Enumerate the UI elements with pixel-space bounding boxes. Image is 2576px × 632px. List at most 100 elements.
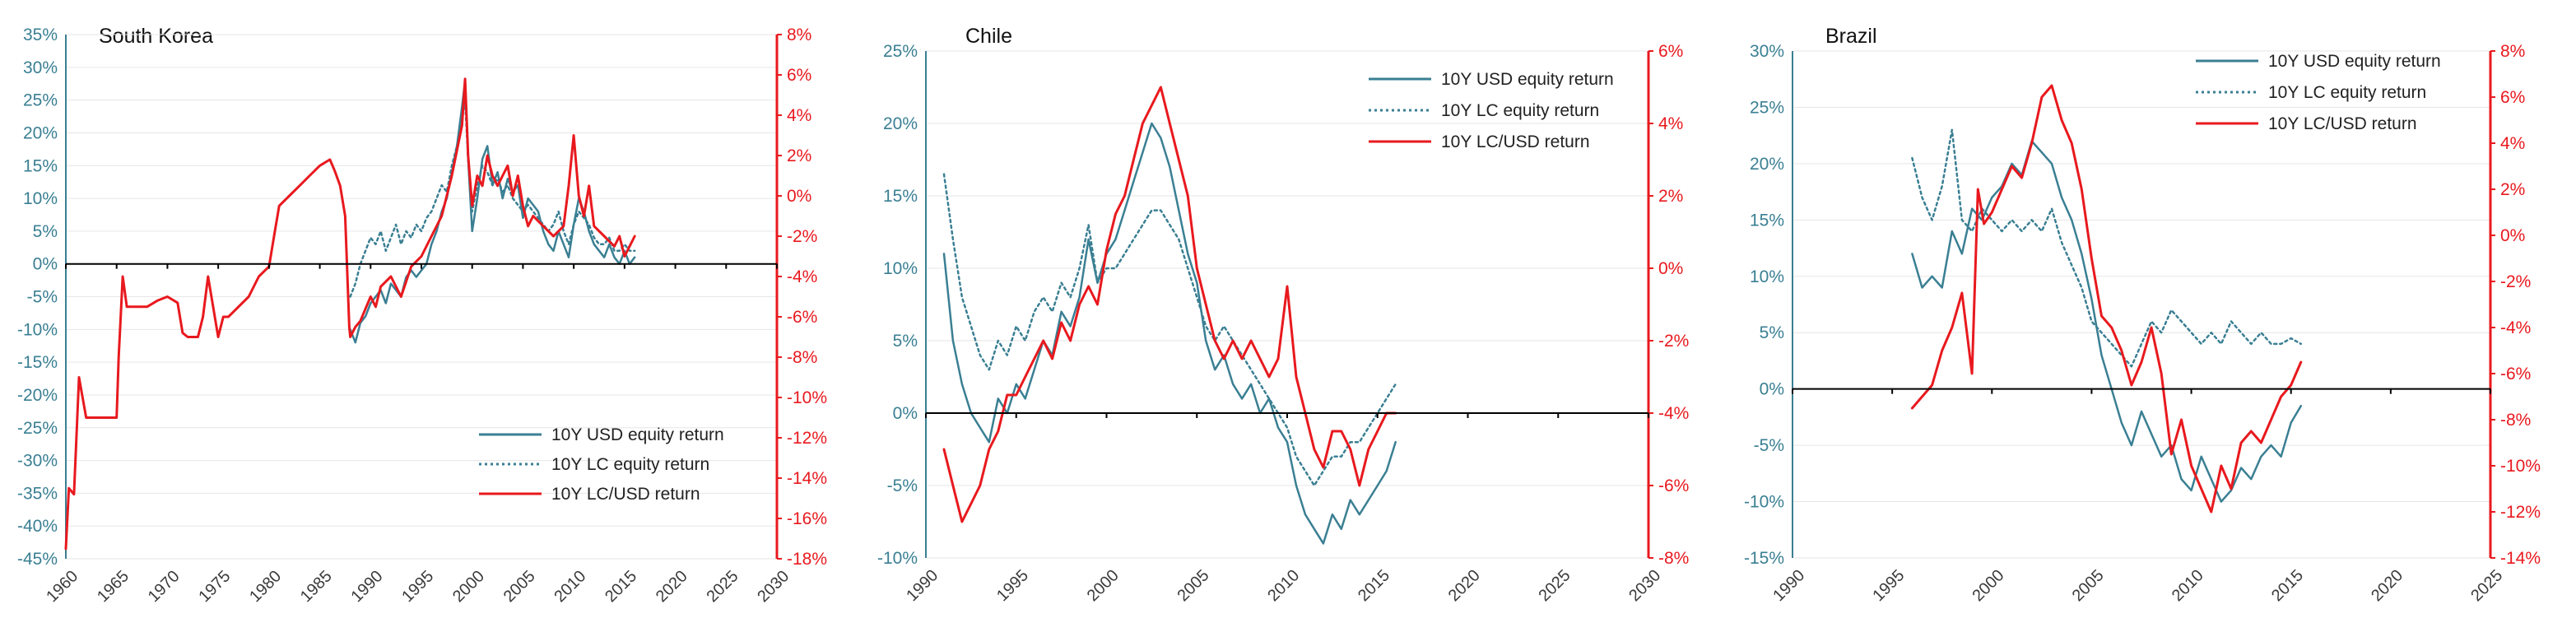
x-axis-tick-label: 2015: [602, 567, 640, 606]
legend-label-lc-usd: 10Y LC/USD return: [551, 485, 700, 504]
x-axis-tick-label: 1965: [94, 567, 133, 606]
right-axis-tick-label: -14%: [2500, 549, 2541, 568]
x-axis-tick-label: 2020: [1445, 566, 1484, 605]
legend: 10Y USD equity return 10Y LC equity retu…: [2196, 52, 2441, 133]
left-axis-tick-label: -40%: [17, 517, 58, 536]
axes: 35% 30% 25% 20% 15% 10% 5% 0% -5% -10% -15% -20% -25…: [17, 26, 827, 606]
x-axis-tick-label: 2010: [1264, 566, 1303, 605]
series-lc-usd-return: [64, 77, 636, 551]
left-axis-tick-label: -25%: [17, 419, 58, 438]
gridlines: [1793, 50, 2490, 559]
right-axis-tick-label: -12%: [787, 429, 827, 448]
gridlines: [926, 50, 1648, 559]
right-axis-tick-label: -4%: [2500, 318, 2531, 337]
x-axis-tick-label: 1995: [1869, 566, 1908, 605]
right-axis-tick-label: 2%: [787, 146, 811, 165]
x-axis-tick-label: 2005: [1174, 566, 1212, 605]
x-axis-tick-label: 1980: [246, 567, 285, 606]
left-axis-tick-label: 5%: [1760, 323, 1784, 342]
series-group: [942, 86, 1397, 545]
right-axis-tick-label: -2%: [787, 227, 817, 246]
x-axis-tick-label: 1990: [1769, 566, 1808, 605]
x-axis-tick-label: 1975: [195, 567, 234, 606]
series-usd-equity-return: [942, 122, 1397, 545]
right-axis-tick-label: -6%: [1658, 476, 1689, 495]
left-axis-tick-label: -10%: [17, 320, 58, 339]
legend: 10Y USD equity return 10Y LC equity retu…: [479, 425, 724, 504]
right-axis-tick-label: 6%: [1658, 42, 1683, 61]
chart-title: Chile: [965, 25, 1012, 48]
left-axis-tick-label: 15%: [883, 187, 918, 206]
legend-label-usd-equity: 10Y USD equity return: [1441, 70, 1614, 89]
left-axis-tick-label: -5%: [1754, 436, 1784, 455]
x-axis-tick-label: 1990: [348, 567, 387, 606]
right-axis-tick-label: -2%: [1658, 332, 1689, 351]
series-lc-usd-return: [942, 86, 1397, 523]
legend-label-usd-equity: 10Y USD equity return: [551, 425, 724, 444]
left-axis-tick-label: -10%: [1744, 493, 1784, 512]
left-axis-tick-label: 10%: [23, 189, 58, 208]
x-axis-tick-label: 2015: [2268, 566, 2307, 605]
legend-label-lc-equity: 10Y LC equity return: [551, 455, 709, 474]
left-axis-tick-label: 20%: [23, 123, 58, 142]
x-axis-tick-label: 2025: [704, 567, 742, 606]
left-axis-tick-label: -15%: [1744, 549, 1784, 568]
x-axis-tick-label: 2020: [653, 567, 691, 606]
left-axis-tick-label: 30%: [1750, 42, 1784, 61]
left-axis-tick-label: 25%: [1750, 98, 1784, 117]
right-axis-tick-label: -16%: [787, 509, 827, 528]
x-axis-tick-label: 2010: [2169, 566, 2207, 605]
zero-line-group: [65, 263, 778, 269]
right-axis-tick-label: 0%: [1658, 259, 1683, 278]
x-axis-tick-label: 2030: [1625, 566, 1664, 605]
x-axis-tick-label: 1970: [145, 567, 184, 606]
x-axis-tick-label: 1995: [398, 567, 437, 606]
left-axis-tick-label: -5%: [887, 476, 918, 495]
left-axis-tick-label: 25%: [23, 91, 58, 110]
chart-brazil-svg: Brazil 30% 25% 20% 15% 10% 5% 0% -5% -10% -15% 8% 6…: [1744, 25, 2541, 605]
x-axis-tick-label: 2025: [1535, 566, 1574, 605]
right-axis-tick-label: 0%: [2500, 226, 2525, 245]
x-axis-tick-label: 1960: [43, 567, 81, 606]
right-axis-tick-label: -2%: [2500, 272, 2531, 291]
series-lc-equity-return: [942, 173, 1397, 487]
x-axis-tick-label: 2020: [2368, 566, 2406, 605]
chart-chile: Chile 25% 20% 15% 10% 5% 0% -5% -10% 6% 4% 2% 0% -2%…: [858, 0, 1717, 632]
left-axis-tick-label: -45%: [17, 550, 58, 569]
right-axis-tick-label: 8%: [2500, 42, 2525, 61]
right-axis-tick-label: -6%: [2500, 365, 2531, 383]
left-axis-tick-label: 25%: [883, 42, 918, 61]
x-axis-tick-label: 2030: [754, 567, 793, 606]
legend-label-lc-equity: 10Y LC equity return: [1441, 101, 1599, 120]
right-axis-tick-label: -6%: [787, 308, 817, 327]
series-lc-equity-return: [1911, 128, 2303, 368]
left-axis-tick-label: 10%: [883, 259, 918, 278]
legend-label-lc-usd: 10Y LC/USD return: [1441, 132, 1590, 151]
left-axis-tick-label: 5%: [893, 332, 918, 351]
legend-label-usd-equity: 10Y USD equity return: [2268, 52, 2441, 71]
right-axis-tick-label: 6%: [787, 66, 811, 85]
chart-title: South Korea: [99, 25, 213, 48]
right-axis-tick-label: -14%: [787, 469, 827, 488]
x-axis-tick-label: 2005: [500, 567, 539, 606]
x-axis-tick-label: 2010: [551, 567, 589, 606]
left-axis-tick-label: -35%: [17, 484, 58, 503]
left-axis-tick-label: -15%: [17, 353, 58, 372]
legend-label-lc-equity: 10Y LC equity return: [2268, 83, 2426, 102]
x-axis-tick-label: 2000: [1969, 566, 2008, 605]
chart-brazil: Brazil 30% 25% 20% 15% 10% 5% 0% -5% -10% -15% 8% 6…: [1717, 0, 2576, 632]
left-axis-tick-label: 20%: [1750, 155, 1784, 174]
left-axis-tick-label: 35%: [23, 26, 58, 44]
right-axis-tick-label: -18%: [787, 550, 827, 569]
chart-chile-svg: Chile 25% 20% 15% 10% 5% 0% -5% -10% 6% 4% 2% 0% -2%…: [877, 25, 1689, 605]
left-axis-tick-label: -10%: [877, 549, 918, 568]
right-axis-tick-label: -12%: [2500, 503, 2541, 522]
right-axis-tick-label: 4%: [787, 106, 811, 125]
right-axis-tick-label: 4%: [2500, 134, 2525, 153]
x-axis-tick-label: 2015: [1355, 566, 1393, 605]
left-axis-tick-label: 0%: [33, 255, 58, 274]
chart-title: Brazil: [1825, 25, 1877, 48]
axes: 30% 25% 20% 15% 10% 5% 0% -5% -10% -15% 8% 6% 4% 2% 0%…: [1744, 42, 2541, 605]
gridlines: [66, 34, 777, 560]
x-axis-tick-label: 1985: [297, 567, 336, 606]
